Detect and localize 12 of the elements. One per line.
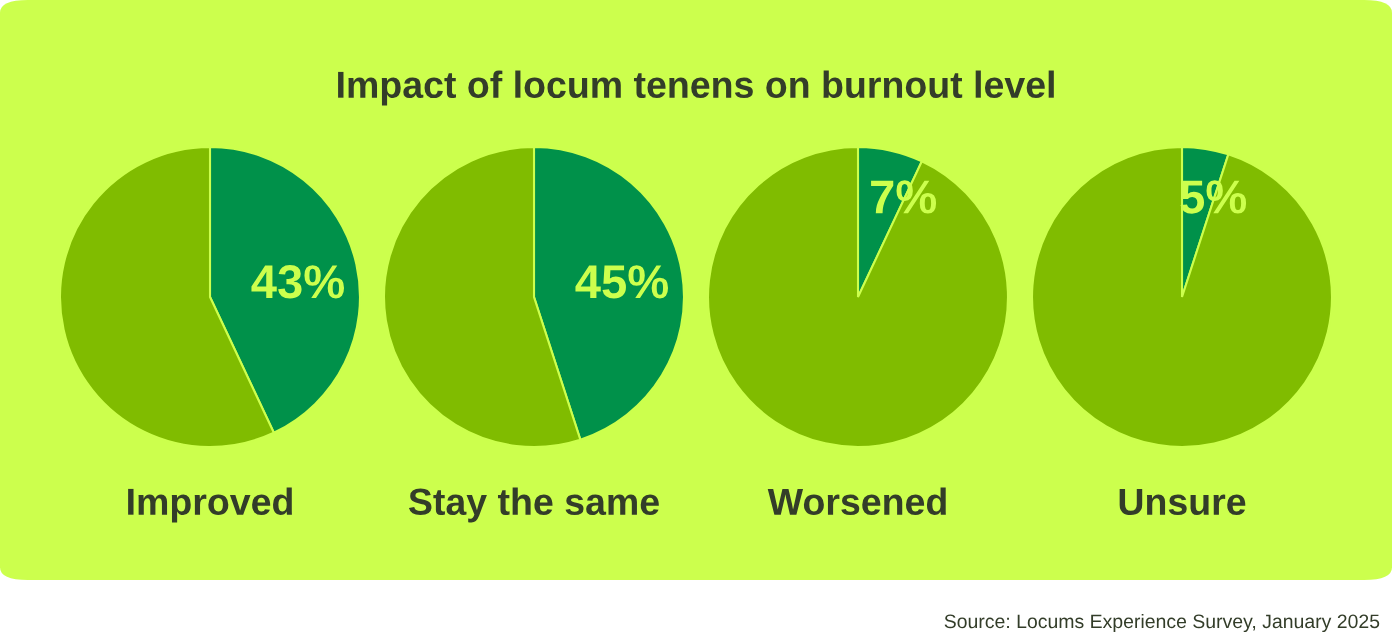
text: Unsure — [1119, 488, 1246, 516]
pie-slice — [706, 145, 1010, 449]
data-label: 5% — [1180, 180, 1247, 214]
data-label: 7% — [871, 180, 937, 214]
text: Worsened — [767, 487, 946, 516]
source-note: Source: Locums Experience Survey, January 2025 — [944, 613, 1380, 633]
text: Stay the same — [408, 487, 659, 523]
data-label: 45% — [575, 265, 669, 299]
text: Improved — [128, 487, 292, 523]
data-label: 43% — [251, 265, 345, 299]
pie-slice — [1030, 145, 1334, 449]
text: Impact of locum tenens on burnout level — [338, 70, 1054, 106]
